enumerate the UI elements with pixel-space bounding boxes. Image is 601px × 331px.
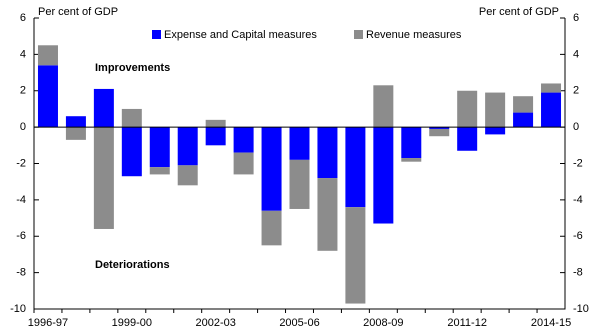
bar (289, 127, 310, 160)
y-tick-label: -4 (16, 194, 26, 206)
bar (65, 127, 86, 140)
bar (345, 207, 366, 304)
bar (205, 119, 226, 128)
bar (541, 83, 562, 93)
x-tick-label: 1999-00 (112, 317, 152, 329)
bar (513, 96, 534, 113)
y2-tick-label: -6 (573, 230, 583, 242)
y-tick-label: -10 (10, 303, 26, 315)
bar (261, 127, 282, 211)
y-tick-label: -8 (16, 267, 26, 279)
y2-tick-label: 4 (573, 48, 579, 60)
bar (233, 152, 254, 175)
y2-axis-label: Per cent of GDP (479, 6, 559, 18)
bar (289, 159, 310, 209)
y2-tick-label: -10 (573, 303, 589, 315)
y2-tick-label: 0 (573, 121, 579, 133)
bar (373, 127, 394, 224)
bar (65, 116, 86, 128)
x-tick-label: 2002-03 (195, 317, 235, 329)
x-tick-label: 2008-09 (363, 317, 403, 329)
annotation: Deteriorations (95, 259, 170, 271)
bar (401, 158, 422, 162)
legend-label: Expense and Capital measures (164, 29, 317, 41)
bar (93, 127, 114, 229)
bar (317, 178, 338, 251)
bar (177, 165, 198, 186)
bar (205, 127, 226, 146)
bar (345, 127, 366, 208)
bar (121, 108, 142, 128)
x-tick-label: 2014-15 (531, 317, 571, 329)
bar (373, 85, 394, 128)
plot-frame (33, 18, 566, 310)
bar (149, 167, 170, 175)
y-tick-label: 4 (20, 48, 26, 60)
bar (37, 65, 58, 128)
x-tick-label: 2005-06 (279, 317, 319, 329)
y2-tick-label: 6 (573, 12, 579, 24)
y2-tick-label: -8 (573, 267, 583, 279)
y-axis-label: Per cent of GDP (38, 6, 118, 18)
bar (121, 127, 142, 177)
annotation: Improvements (95, 62, 170, 74)
y-tick-label: -6 (16, 230, 26, 242)
bar (457, 90, 478, 128)
y2-tick-label: -4 (573, 194, 583, 206)
bar (149, 127, 170, 168)
x-tick-label: 2011-12 (447, 317, 487, 329)
bar (457, 127, 478, 151)
legend-swatch (152, 30, 161, 39)
bar (317, 127, 338, 179)
bar (485, 92, 506, 128)
legend-swatch (354, 30, 363, 39)
y2-tick-label: -2 (573, 157, 583, 169)
x-tick-label: 1996-97 (28, 317, 68, 329)
y-tick-label: 2 (20, 85, 26, 97)
bar (177, 127, 198, 166)
bar (37, 45, 58, 66)
bar (429, 128, 450, 137)
y2-tick-label: 2 (573, 85, 579, 97)
bar (261, 210, 282, 246)
y-tick-label: 6 (20, 12, 26, 24)
bar (233, 127, 254, 153)
bar (93, 88, 114, 128)
bar (429, 127, 450, 129)
y-tick-label: -2 (16, 157, 26, 169)
bar (541, 92, 562, 128)
bar (513, 112, 534, 128)
y-tick-label: 0 (20, 121, 26, 133)
legend-label: Revenue measures (366, 29, 462, 41)
bar (401, 127, 422, 159)
bar (485, 127, 506, 135)
